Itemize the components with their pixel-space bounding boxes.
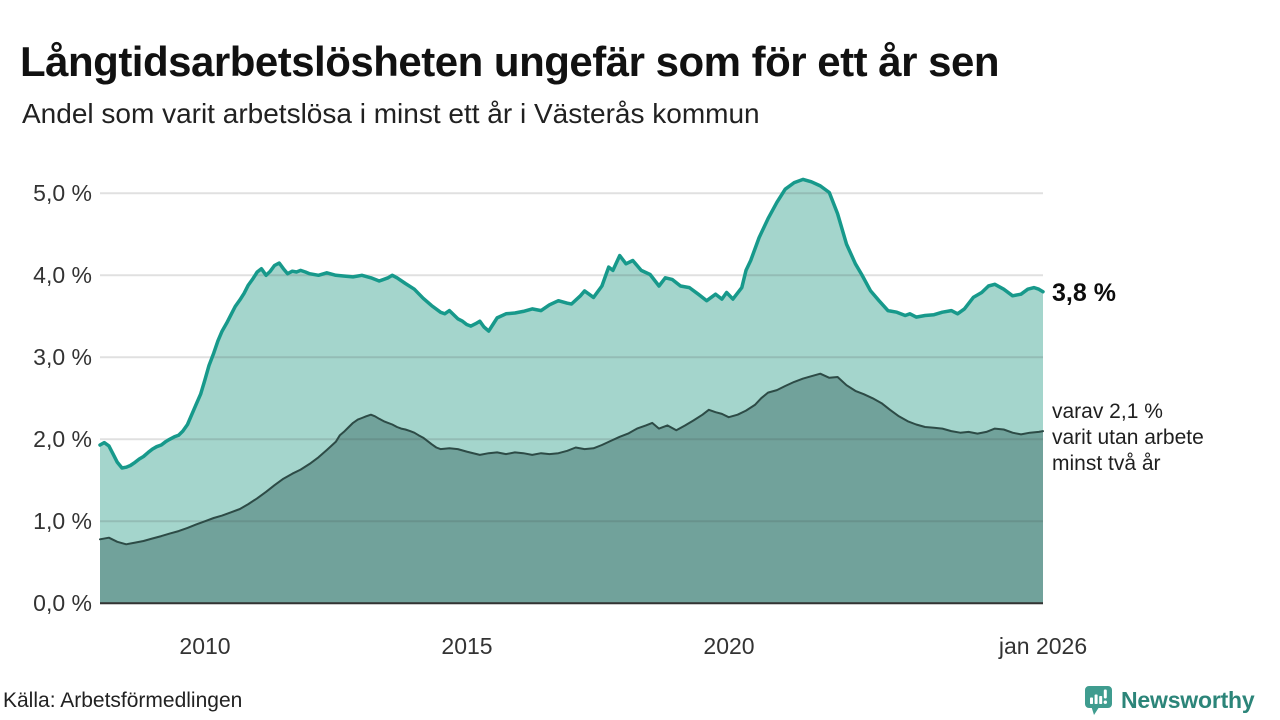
x-axis-label-jan-2026: jan 2026 bbox=[998, 633, 1088, 659]
chart-title: Långtidsarbetslösheten ungefär som för e… bbox=[20, 38, 1000, 86]
x-axis-label-2010: 2010 bbox=[179, 633, 231, 659]
y-axis-label-3: 3,0 % bbox=[33, 344, 92, 370]
subseries-annotation: varav 2,1 % varit utan arbete minst två … bbox=[1052, 400, 1204, 475]
y-axis-label-5: 5,0 % bbox=[33, 180, 92, 206]
source-note: Källa: Arbetsförmedlingen bbox=[3, 689, 243, 712]
series-area-1 bbox=[100, 373, 1043, 604]
newsworthy-wordmark: Newsworthy bbox=[1121, 686, 1255, 713]
y-axis-label-0: 0,0 % bbox=[33, 590, 92, 616]
y-axis-label-2: 2,0 % bbox=[33, 426, 92, 452]
x-axis-label-2015: 2015 bbox=[441, 633, 493, 659]
newsworthy-logo: Newsworthy bbox=[1084, 684, 1255, 716]
x-axis-label-2020: 2020 bbox=[703, 633, 755, 659]
newsworthy-bubble-chart-icon bbox=[1085, 685, 1112, 715]
series-line-0 bbox=[98, 177, 1045, 470]
chart-subtitle: Andel som varit arbetslösa i minst ett å… bbox=[22, 98, 760, 129]
end-value-annotation: 3,8 % bbox=[1052, 279, 1116, 307]
y-axis-label-4: 4,0 % bbox=[33, 262, 92, 288]
y-axis-label-1: 1,0 % bbox=[33, 508, 92, 534]
series-line-1 bbox=[99, 372, 1044, 546]
